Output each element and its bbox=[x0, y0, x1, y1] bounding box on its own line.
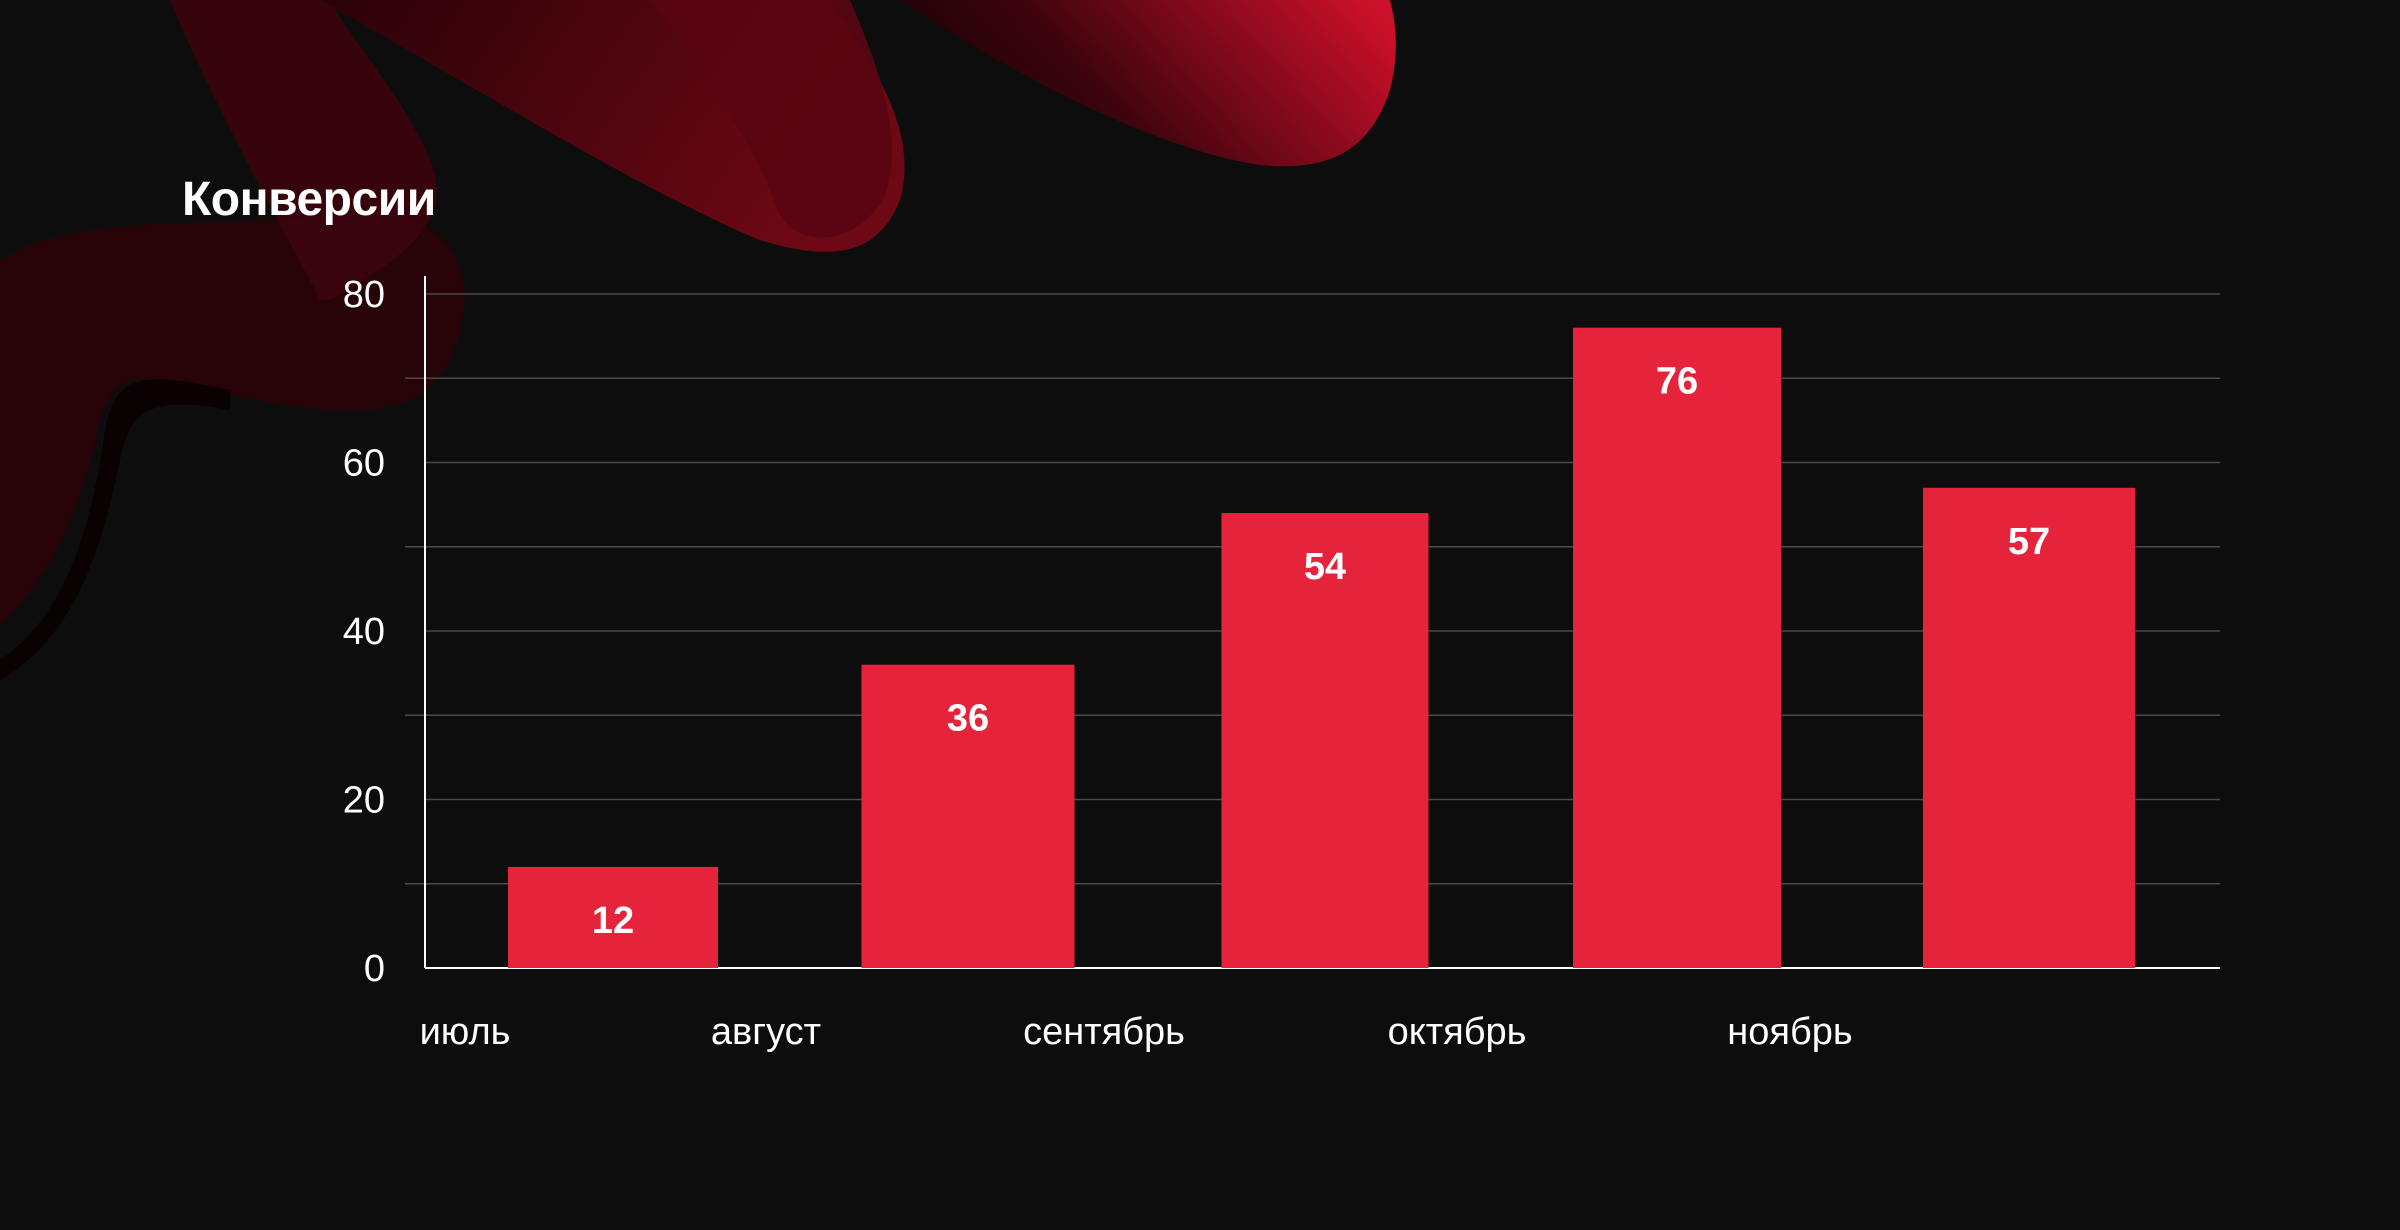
x-category-label: август bbox=[711, 1011, 821, 1053]
y-tick-label: 40 bbox=[343, 611, 385, 653]
bar-ноябрь bbox=[1923, 487, 2135, 968]
bar-август bbox=[861, 664, 1075, 968]
ribbon-loop-left-shade bbox=[0, 379, 230, 680]
data-label: 36 bbox=[947, 698, 989, 740]
data-label: 76 bbox=[1656, 361, 1698, 403]
ribbon-loop-left bbox=[0, 212, 465, 625]
data-label: 54 bbox=[1304, 546, 1346, 588]
bar-сентябрь bbox=[1221, 513, 1429, 968]
data-label: 12 bbox=[592, 900, 634, 942]
y-tick-label: 60 bbox=[343, 443, 385, 485]
y-tick-label: 0 bbox=[364, 948, 385, 990]
bar-октябрь bbox=[1573, 327, 1781, 968]
axes: 0 20 40 60 80 bbox=[343, 274, 2220, 990]
chart-title: Конверсии bbox=[182, 173, 436, 226]
y-tick-label: 20 bbox=[343, 780, 385, 822]
data-label: 57 bbox=[2008, 521, 2050, 563]
bar-июль bbox=[508, 866, 718, 968]
x-category-label: сентябрь bbox=[1023, 1011, 1185, 1053]
y-tick-label: 80 bbox=[343, 274, 385, 316]
ribbon-main bbox=[170, 0, 437, 300]
ribbon-mid bbox=[650, 0, 893, 238]
x-category-label: ноябрь bbox=[1727, 1011, 1852, 1053]
x-category-label: октябрь bbox=[1388, 1011, 1527, 1053]
x-category-label: июль bbox=[420, 1011, 511, 1053]
ribbon-bright bbox=[900, 0, 1396, 167]
labels: 12 36 54 76 57 июль август сентябрь октябрь ноябр… bbox=[420, 361, 2051, 1053]
bars bbox=[508, 327, 2135, 968]
